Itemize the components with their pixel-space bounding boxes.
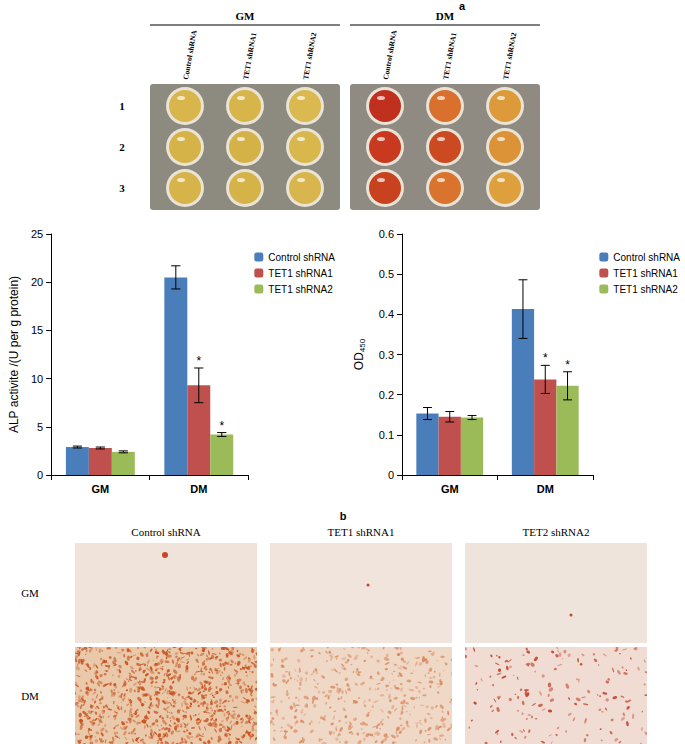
svg-text:TET2 shRNA2: TET2 shRNA2: [523, 526, 590, 538]
svg-text:DM: DM: [537, 483, 554, 495]
svg-text:TET1 shRNA1: TET1 shRNA1: [441, 32, 458, 81]
svg-text:15: 15: [31, 324, 43, 336]
svg-text:TET1 shRNA2: TET1 shRNA2: [268, 284, 333, 295]
svg-text:*: *: [196, 354, 201, 368]
svg-text:TET1 shRNA2: TET1 shRNA2: [301, 32, 318, 81]
svg-text:0.4: 0.4: [379, 308, 394, 320]
svg-text:3: 3: [119, 182, 125, 194]
svg-text:0.1: 0.1: [379, 429, 394, 441]
svg-text:TET1 shRNA2: TET1 shRNA2: [501, 32, 518, 81]
svg-text:GM: GM: [91, 483, 109, 495]
svg-text:450: 450: [358, 338, 367, 352]
svg-text:OD: OD: [352, 352, 366, 370]
svg-text:DM: DM: [436, 10, 455, 22]
svg-text:Control shRNA: Control shRNA: [268, 252, 335, 263]
svg-text:ALP activite /(U per g protein: ALP activite /(U per g protein): [7, 276, 21, 433]
svg-text:*: *: [219, 419, 224, 433]
svg-text:b: b: [340, 510, 347, 522]
svg-text:Control shRNA: Control shRNA: [181, 29, 199, 80]
svg-text:GM: GM: [441, 483, 459, 495]
svg-text:25: 25: [31, 228, 43, 240]
svg-text:0.6: 0.6: [379, 228, 394, 240]
svg-text:2: 2: [119, 141, 125, 153]
svg-text:*: *: [543, 351, 548, 365]
svg-text:0.2: 0.2: [379, 389, 394, 401]
svg-text:*: *: [565, 358, 570, 372]
svg-text:0.3: 0.3: [379, 349, 394, 361]
svg-text:1: 1: [119, 100, 125, 112]
svg-text:TET1 shRNA1: TET1 shRNA1: [268, 268, 333, 279]
svg-text:0: 0: [388, 469, 394, 481]
svg-text:10: 10: [31, 373, 43, 385]
svg-text:TET1 shRNA1: TET1 shRNA1: [241, 32, 258, 81]
svg-text:5: 5: [37, 421, 43, 433]
svg-text:TET1 shRNA2: TET1 shRNA2: [613, 284, 678, 295]
svg-text:TET1 shRNA1: TET1 shRNA1: [328, 526, 395, 538]
svg-text:Control shRNA: Control shRNA: [131, 526, 200, 538]
svg-text:0.5: 0.5: [379, 268, 394, 280]
svg-text:20: 20: [31, 276, 43, 288]
svg-text:Control shRNA: Control shRNA: [613, 252, 680, 263]
svg-text:GM: GM: [21, 587, 39, 599]
svg-text:DM: DM: [21, 690, 39, 702]
svg-text:Control shRNA: Control shRNA: [381, 29, 399, 80]
svg-text:GM: GM: [236, 10, 256, 22]
svg-text:a: a: [459, 0, 466, 12]
svg-text:TET1 shRNA1: TET1 shRNA1: [613, 268, 678, 279]
svg-text:DM: DM: [190, 483, 207, 495]
svg-text:0: 0: [37, 469, 43, 481]
